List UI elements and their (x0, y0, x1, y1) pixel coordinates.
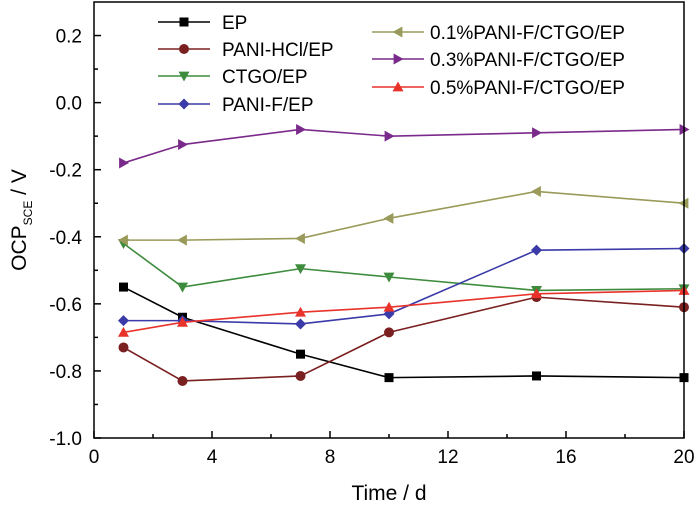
y-axis-label-main: OCP (8, 225, 31, 271)
legend: EP PANI-HCl/EP CTGO/EP PANI-F/EP 0.1%PANI-F/… (158, 13, 625, 116)
data-point (531, 288, 542, 299)
series-line (123, 296, 685, 382)
data-point (532, 371, 541, 381)
legend-swatch-marker (178, 98, 190, 110)
data-point (531, 244, 542, 256)
legend-entry: CTGO/EP (158, 67, 308, 88)
series-1 (119, 282, 689, 383)
series-line (123, 286, 685, 379)
legend-entry: 0.1%PANI-F/CTGO/EP (372, 23, 625, 44)
series-line (123, 242, 685, 292)
data-point (177, 282, 188, 293)
data-point (178, 139, 188, 151)
series-6 (119, 123, 690, 169)
y-tick-label: -0.8 (49, 362, 82, 383)
legend-label: CTGO/EP (222, 67, 308, 88)
data-point (383, 272, 395, 283)
legend-label: 0.3%PANI-F/CTGO/EP (430, 50, 625, 71)
y-axis-label-unit: / V (8, 169, 31, 201)
data-point (295, 232, 305, 244)
data-point (531, 185, 541, 197)
legend-swatch-marker (393, 53, 404, 65)
legend-entry: PANI-HCl/EP (158, 40, 334, 61)
data-point (177, 234, 187, 246)
y-axis-label: OCPSCE / V (8, 169, 35, 271)
y-tick-label: 0.0 (56, 94, 82, 115)
legend-swatch-marker (392, 81, 404, 92)
legend-entry: 0.5%PANI-F/CTGO/EP (372, 78, 625, 99)
data-point (118, 326, 129, 337)
series-line (123, 247, 685, 325)
y-tick-label: -0.2 (49, 161, 82, 182)
data-point (384, 327, 394, 338)
x-tick-label: 20 (673, 447, 694, 468)
axes-layer: 0 4 8 12 16 20 -1.0 -0.8 -0.6 -0.4 -0.2 0.0 0.2 (49, 27, 694, 468)
x-tick-label: 16 (555, 447, 576, 468)
series-3 (118, 239, 690, 296)
data-point (383, 301, 395, 312)
x-tick-label: 8 (325, 447, 336, 468)
series-5 (118, 185, 689, 246)
data-point (118, 315, 129, 327)
legend-label: PANI-F/EP (222, 95, 314, 116)
y-tick-label: 0.2 (56, 27, 82, 48)
data-point (295, 318, 306, 330)
legend-swatch-marker (392, 26, 403, 38)
legend-swatch-marker (179, 44, 189, 54)
x-tick-label: 0 (89, 447, 100, 468)
series-layer (118, 123, 690, 386)
data-point (177, 375, 188, 386)
y-tick-label: -1.0 (49, 429, 82, 450)
legend-label: EP (222, 13, 247, 34)
legend-swatch-marker (178, 71, 190, 82)
data-point (119, 282, 128, 292)
data-point (118, 342, 129, 353)
y-tick-label: -0.6 (49, 295, 82, 316)
legend-swatch-marker (179, 17, 189, 27)
x-tick-label: 4 (207, 447, 218, 468)
series-line (123, 128, 685, 164)
legend-label: PANI-HCl/EP (222, 40, 334, 61)
data-point (177, 316, 188, 327)
data-point (532, 127, 542, 139)
y-axis-label-subscript: SCE (21, 201, 35, 226)
data-point (383, 212, 394, 224)
x-tick-label: 12 (437, 447, 458, 468)
data-point (295, 264, 306, 275)
data-point (295, 370, 306, 381)
data-point (384, 130, 395, 142)
series-line (123, 289, 685, 334)
data-point (384, 373, 394, 383)
legend-label: 0.5%PANI-F/CTGO/EP (430, 78, 625, 99)
legend-entry: PANI-F/EP (158, 95, 314, 116)
data-point (296, 349, 305, 359)
series-7 (118, 284, 690, 337)
series-4 (118, 243, 690, 330)
data-point (295, 306, 306, 317)
legend-entry: EP (158, 13, 247, 34)
x-axis-label: Time / d (351, 482, 426, 505)
data-point (119, 157, 129, 169)
legend-entry: 0.3%PANI-F/CTGO/EP (372, 50, 625, 71)
series-line (123, 190, 685, 241)
data-point (296, 123, 306, 135)
y-tick-label: -0.4 (49, 228, 82, 249)
data-point (118, 234, 128, 246)
legend-label: 0.1%PANI-F/CTGO/EP (430, 23, 625, 44)
